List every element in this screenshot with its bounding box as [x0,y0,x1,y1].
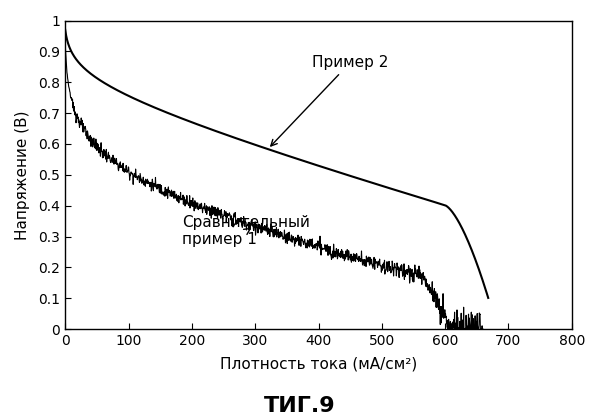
Text: ΤИГ.9: ΤИГ.9 [264,396,336,416]
Y-axis label: Напряжение (В): Напряжение (В) [15,110,30,239]
Text: Сравнительный
пример 1: Сравнительный пример 1 [182,215,310,247]
Text: Пример 2: Пример 2 [271,55,389,146]
X-axis label: Плотность тока (мА/см²): Плотность тока (мА/см²) [220,357,417,371]
